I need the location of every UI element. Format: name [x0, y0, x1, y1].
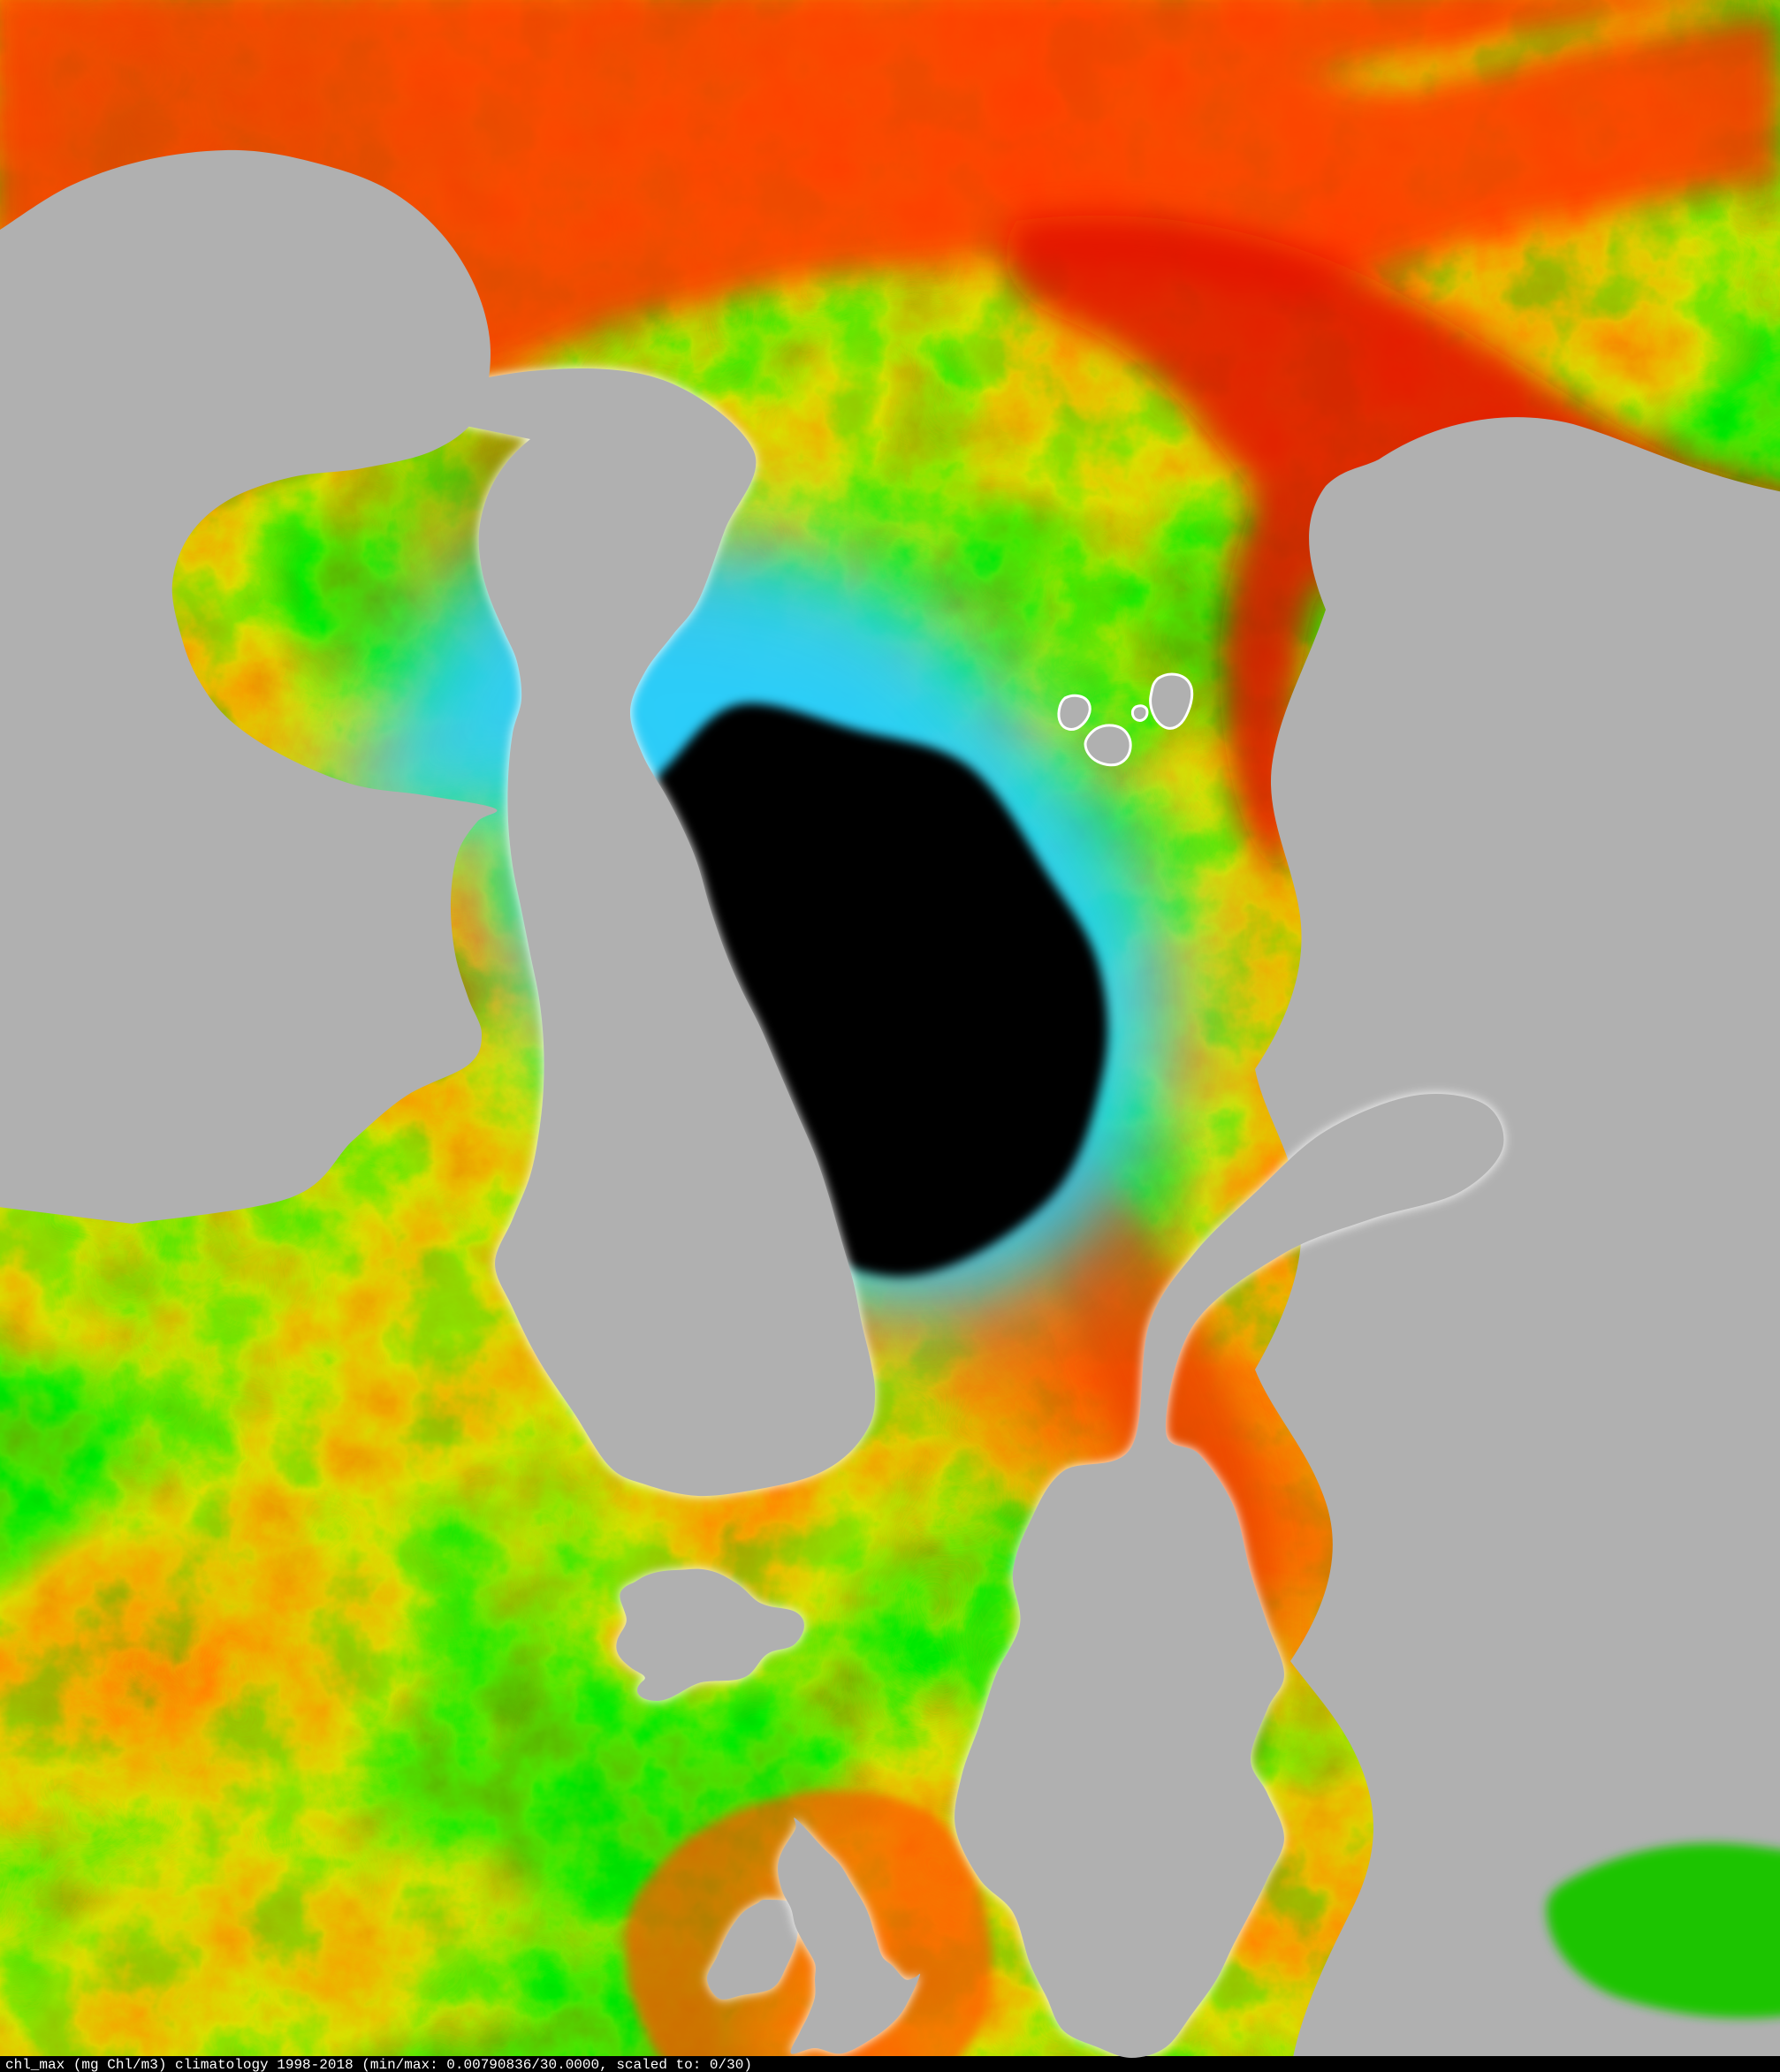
svg-text:chl_max (mg Chl/m3) climatolog: chl_max (mg Chl/m3) climatology 1998-201… [5, 2057, 752, 2072]
